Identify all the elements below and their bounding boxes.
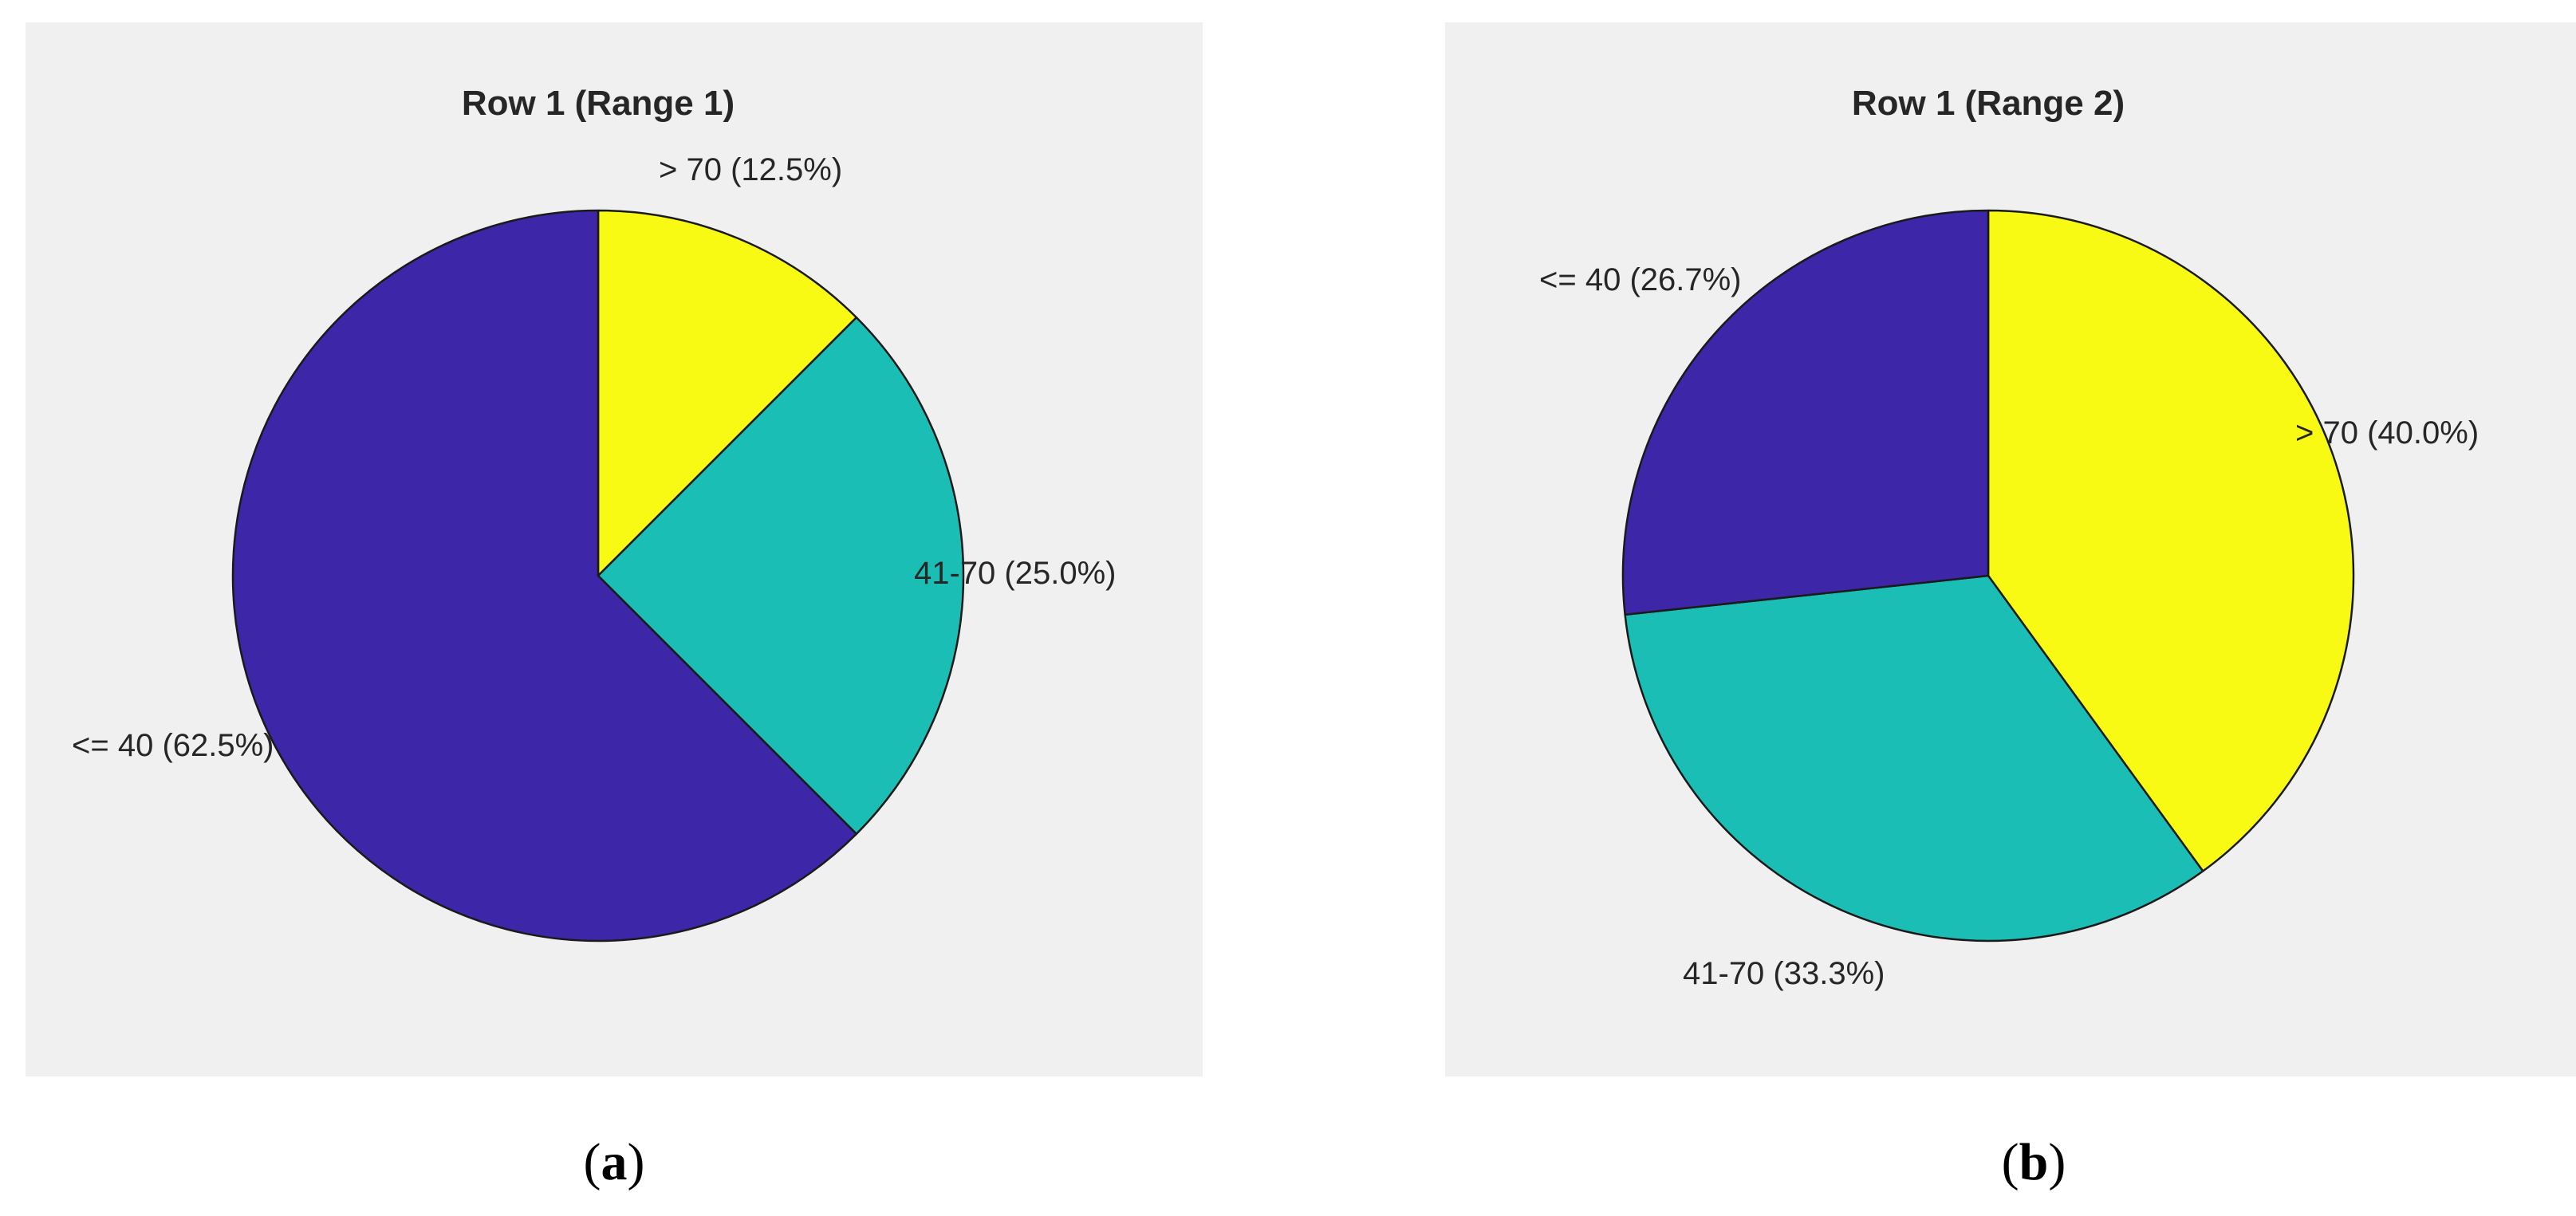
slice-labels-a: > 70 (12.5%) 41-70 (25.0%) <= 40 (62.5%) xyxy=(72,152,1116,763)
caption-a: (a) xyxy=(583,1133,645,1191)
chart-title-a: Row 1 (Range 1) xyxy=(462,84,735,123)
caption-letter-a: a xyxy=(601,1133,628,1191)
pie-slice-b-2 xyxy=(1621,209,1990,616)
slice-labels-b: > 70 (40.0%) 41-70 (33.3%) <= 40 (26.7%) xyxy=(1539,262,2479,991)
chart-title-b: Row 1 (Range 2) xyxy=(1852,84,2125,123)
slice-label-a-0: > 70 (12.5%) xyxy=(659,152,842,187)
pie-panel-a: Row 1 (Range 1) > 70 (12.5%) 41-70 (25.0%… xyxy=(26,22,1203,1076)
pie-slice-b-1 xyxy=(1624,574,2204,942)
slice-label-b-1: 41-70 (33.3%) xyxy=(1683,956,1885,991)
slice-label-b-0: > 70 (40.0%) xyxy=(2295,415,2479,451)
caption-b: (b) xyxy=(2001,1133,2066,1191)
caption-letter-b: b xyxy=(2019,1133,2049,1191)
pie-slice-b-0 xyxy=(1987,209,2355,872)
pie-chart-a: Row 1 (Range 1) > 70 (12.5%) 41-70 (25.0%… xyxy=(72,84,1116,942)
pie-panel-b: Row 1 (Range 2) > 70 (40.0%) 41-70 (33.3%… xyxy=(1445,22,2576,1076)
slices-a xyxy=(231,209,965,942)
slices-b xyxy=(1621,209,2355,942)
slice-label-b-2: <= 40 (26.7%) xyxy=(1539,262,1742,297)
slice-label-a-1: 41-70 (25.0%) xyxy=(914,556,1116,591)
pie-slice-a-2 xyxy=(231,209,858,942)
pie-slice-a-1 xyxy=(597,316,965,836)
pie-slice-a-0 xyxy=(597,209,858,577)
pie-chart-b: Row 1 (Range 2) > 70 (40.0%) 41-70 (33.3%… xyxy=(1539,84,2479,991)
slice-label-a-2: <= 40 (62.5%) xyxy=(72,728,274,763)
